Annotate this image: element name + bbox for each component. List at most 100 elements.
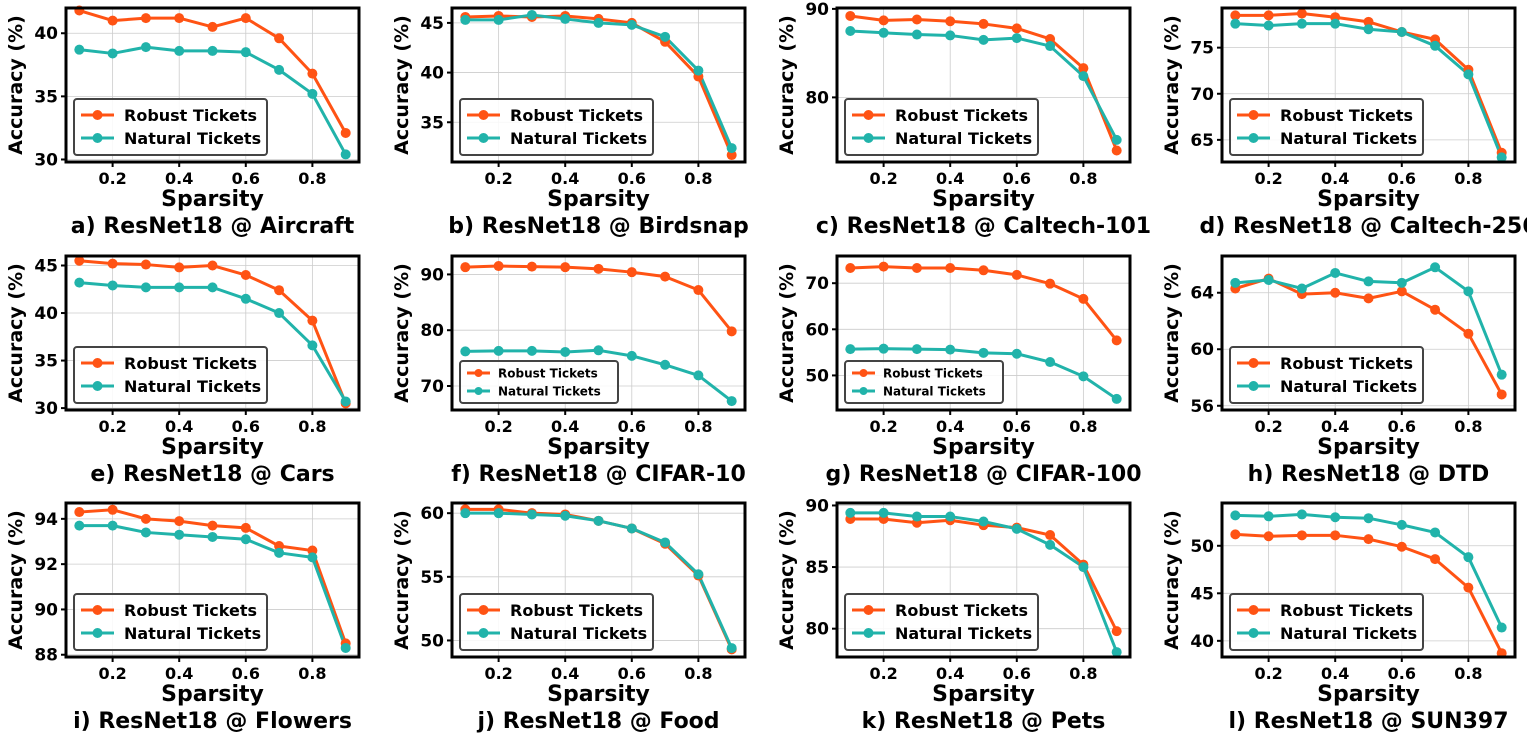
data-point-natural: [174, 282, 185, 293]
y-tick-label: 50: [805, 366, 829, 386]
legend-swatch-marker: [859, 369, 868, 377]
x-tick-label: 0.4: [551, 664, 579, 683]
data-point-natural: [1330, 18, 1341, 29]
legend-swatch-marker: [92, 605, 103, 615]
legend-label: Natural Tickets: [1280, 129, 1417, 148]
data-point-natural: [1363, 513, 1374, 524]
data-point-robust: [207, 21, 218, 32]
plot-frame: [64, 254, 361, 412]
chart-panel-11: 0.2 0.4 0.6 0.8 80 85 90 Sparsity Accuracy (%) k)…: [776, 496, 1132, 734]
y-axis-label: Accuracy (%): [1161, 510, 1183, 650]
data-point-natural: [1045, 539, 1056, 550]
data-point-robust: [1396, 541, 1407, 552]
data-point-natural: [107, 520, 118, 531]
legend-swatch-marker: [478, 110, 489, 120]
data-point-natural: [726, 143, 737, 154]
data-point-robust: [1396, 286, 1407, 297]
x-tick-label: 0.4: [165, 169, 193, 188]
x-tick-label: 0.8: [1454, 664, 1482, 683]
legend-label: Natural Tickets: [895, 624, 1032, 643]
data-point-natural: [460, 508, 471, 519]
y-tick-label: 80: [805, 620, 829, 640]
x-tick-label: 0.8: [1454, 169, 1482, 188]
legend-swatch-marker: [1248, 381, 1259, 391]
data-point-robust: [240, 522, 251, 533]
data-point-natural: [945, 30, 956, 41]
plot-frame: [450, 6, 747, 164]
x-tick-label: 0.4: [551, 417, 579, 436]
x-tick-label: 0.6: [1003, 169, 1031, 188]
data-point-natural: [1430, 527, 1441, 538]
chart-panel-4: 0.2 0.4 0.6 0.8 65 70 75 Sparsity Accuracy (%) d)…: [1161, 6, 1527, 239]
data-point-natural: [1296, 509, 1307, 520]
y-tick-label: 70: [1190, 85, 1214, 105]
y-tick-label: 65: [1190, 131, 1214, 151]
legend-swatch-marker: [478, 628, 489, 638]
legend: Robust Tickets Natural Tickets: [1229, 346, 1424, 404]
legend: Robust Tickets Natural Tickets: [844, 98, 1039, 156]
x-tick-label: 0.4: [165, 417, 193, 436]
data-point-robust: [560, 262, 571, 273]
chart-title: c) ResNet18 @ Caltech-101: [816, 214, 1151, 239]
legend-label: Robust Tickets: [883, 366, 983, 380]
legend-swatch-marker: [1248, 133, 1259, 143]
chart-panel-10: 0.2 0.4 0.6 0.8 50 55 60 Sparsity Accuracy (%) j)…: [391, 501, 747, 734]
chart-title: a) ResNet18 @ Aircraft: [71, 214, 355, 239]
y-tick-label: 45: [420, 14, 444, 34]
data-point-natural: [593, 515, 604, 526]
legend: Robust Tickets Natural Tickets: [73, 593, 268, 651]
legend-swatch-marker: [478, 605, 489, 615]
data-point-natural: [526, 9, 537, 20]
data-point-natural: [174, 529, 185, 540]
y-axis-label: Accuracy (%): [1161, 263, 1183, 403]
data-point-natural: [560, 346, 571, 357]
plot-frame: [64, 501, 361, 659]
legend: Robust Tickets Natural Tickets: [459, 593, 654, 651]
legend: Robust Tickets Natural Tickets: [1229, 593, 1424, 651]
data-point-natural: [1396, 26, 1407, 37]
y-tick-label: 60: [1190, 340, 1214, 360]
y-axis-label: Accuracy (%): [5, 15, 27, 155]
x-tick-label: 0.8: [298, 169, 326, 188]
y-tick-label: 40: [34, 304, 58, 324]
legend-box: [1229, 346, 1424, 404]
legend-label: Natural Tickets: [883, 384, 986, 398]
data-point-robust: [1045, 530, 1056, 541]
y-axis-label: Accuracy (%): [776, 263, 798, 403]
data-point-robust: [945, 262, 956, 273]
data-point-robust: [107, 258, 118, 269]
data-point-natural: [493, 508, 504, 519]
chart-title: b) ResNet18 @ Birdsnap: [448, 214, 748, 239]
plot-frame: [450, 254, 747, 412]
x-tick-label: 0.6: [1388, 417, 1416, 436]
data-point-natural: [1111, 393, 1122, 404]
data-point-robust: [1111, 335, 1122, 346]
legend-label: Robust Tickets: [510, 601, 643, 620]
x-axis-label: Sparsity: [1317, 435, 1420, 460]
x-tick-label: 0.6: [1388, 169, 1416, 188]
data-point-natural: [240, 293, 251, 304]
data-point-natural: [107, 280, 118, 291]
chart-title: i) ResNet18 @ Flowers: [73, 709, 352, 734]
data-point-natural: [878, 507, 889, 518]
data-point-robust: [174, 13, 185, 24]
legend-label: Robust Tickets: [1280, 106, 1413, 125]
legend-swatch-marker: [1248, 628, 1259, 638]
y-tick-label: 90: [34, 600, 58, 620]
data-point-robust: [1078, 63, 1089, 74]
x-tick-label: 0.4: [1321, 169, 1349, 188]
data-point-natural: [693, 65, 704, 76]
y-tick-label: 50: [1190, 537, 1214, 557]
y-tick-label: 30: [34, 150, 58, 170]
x-tick-label: 0.2: [98, 417, 126, 436]
data-point-robust: [107, 504, 118, 515]
legend-label: Robust Tickets: [498, 366, 598, 380]
legend-box: [459, 360, 619, 404]
legend-swatch-marker: [863, 605, 874, 615]
data-point-robust: [978, 18, 989, 29]
x-tick-label: 0.4: [551, 169, 579, 188]
x-tick-label: 0.8: [684, 169, 712, 188]
data-point-robust: [978, 265, 989, 276]
data-point-natural: [660, 537, 671, 548]
plot-frame: [1220, 501, 1517, 659]
